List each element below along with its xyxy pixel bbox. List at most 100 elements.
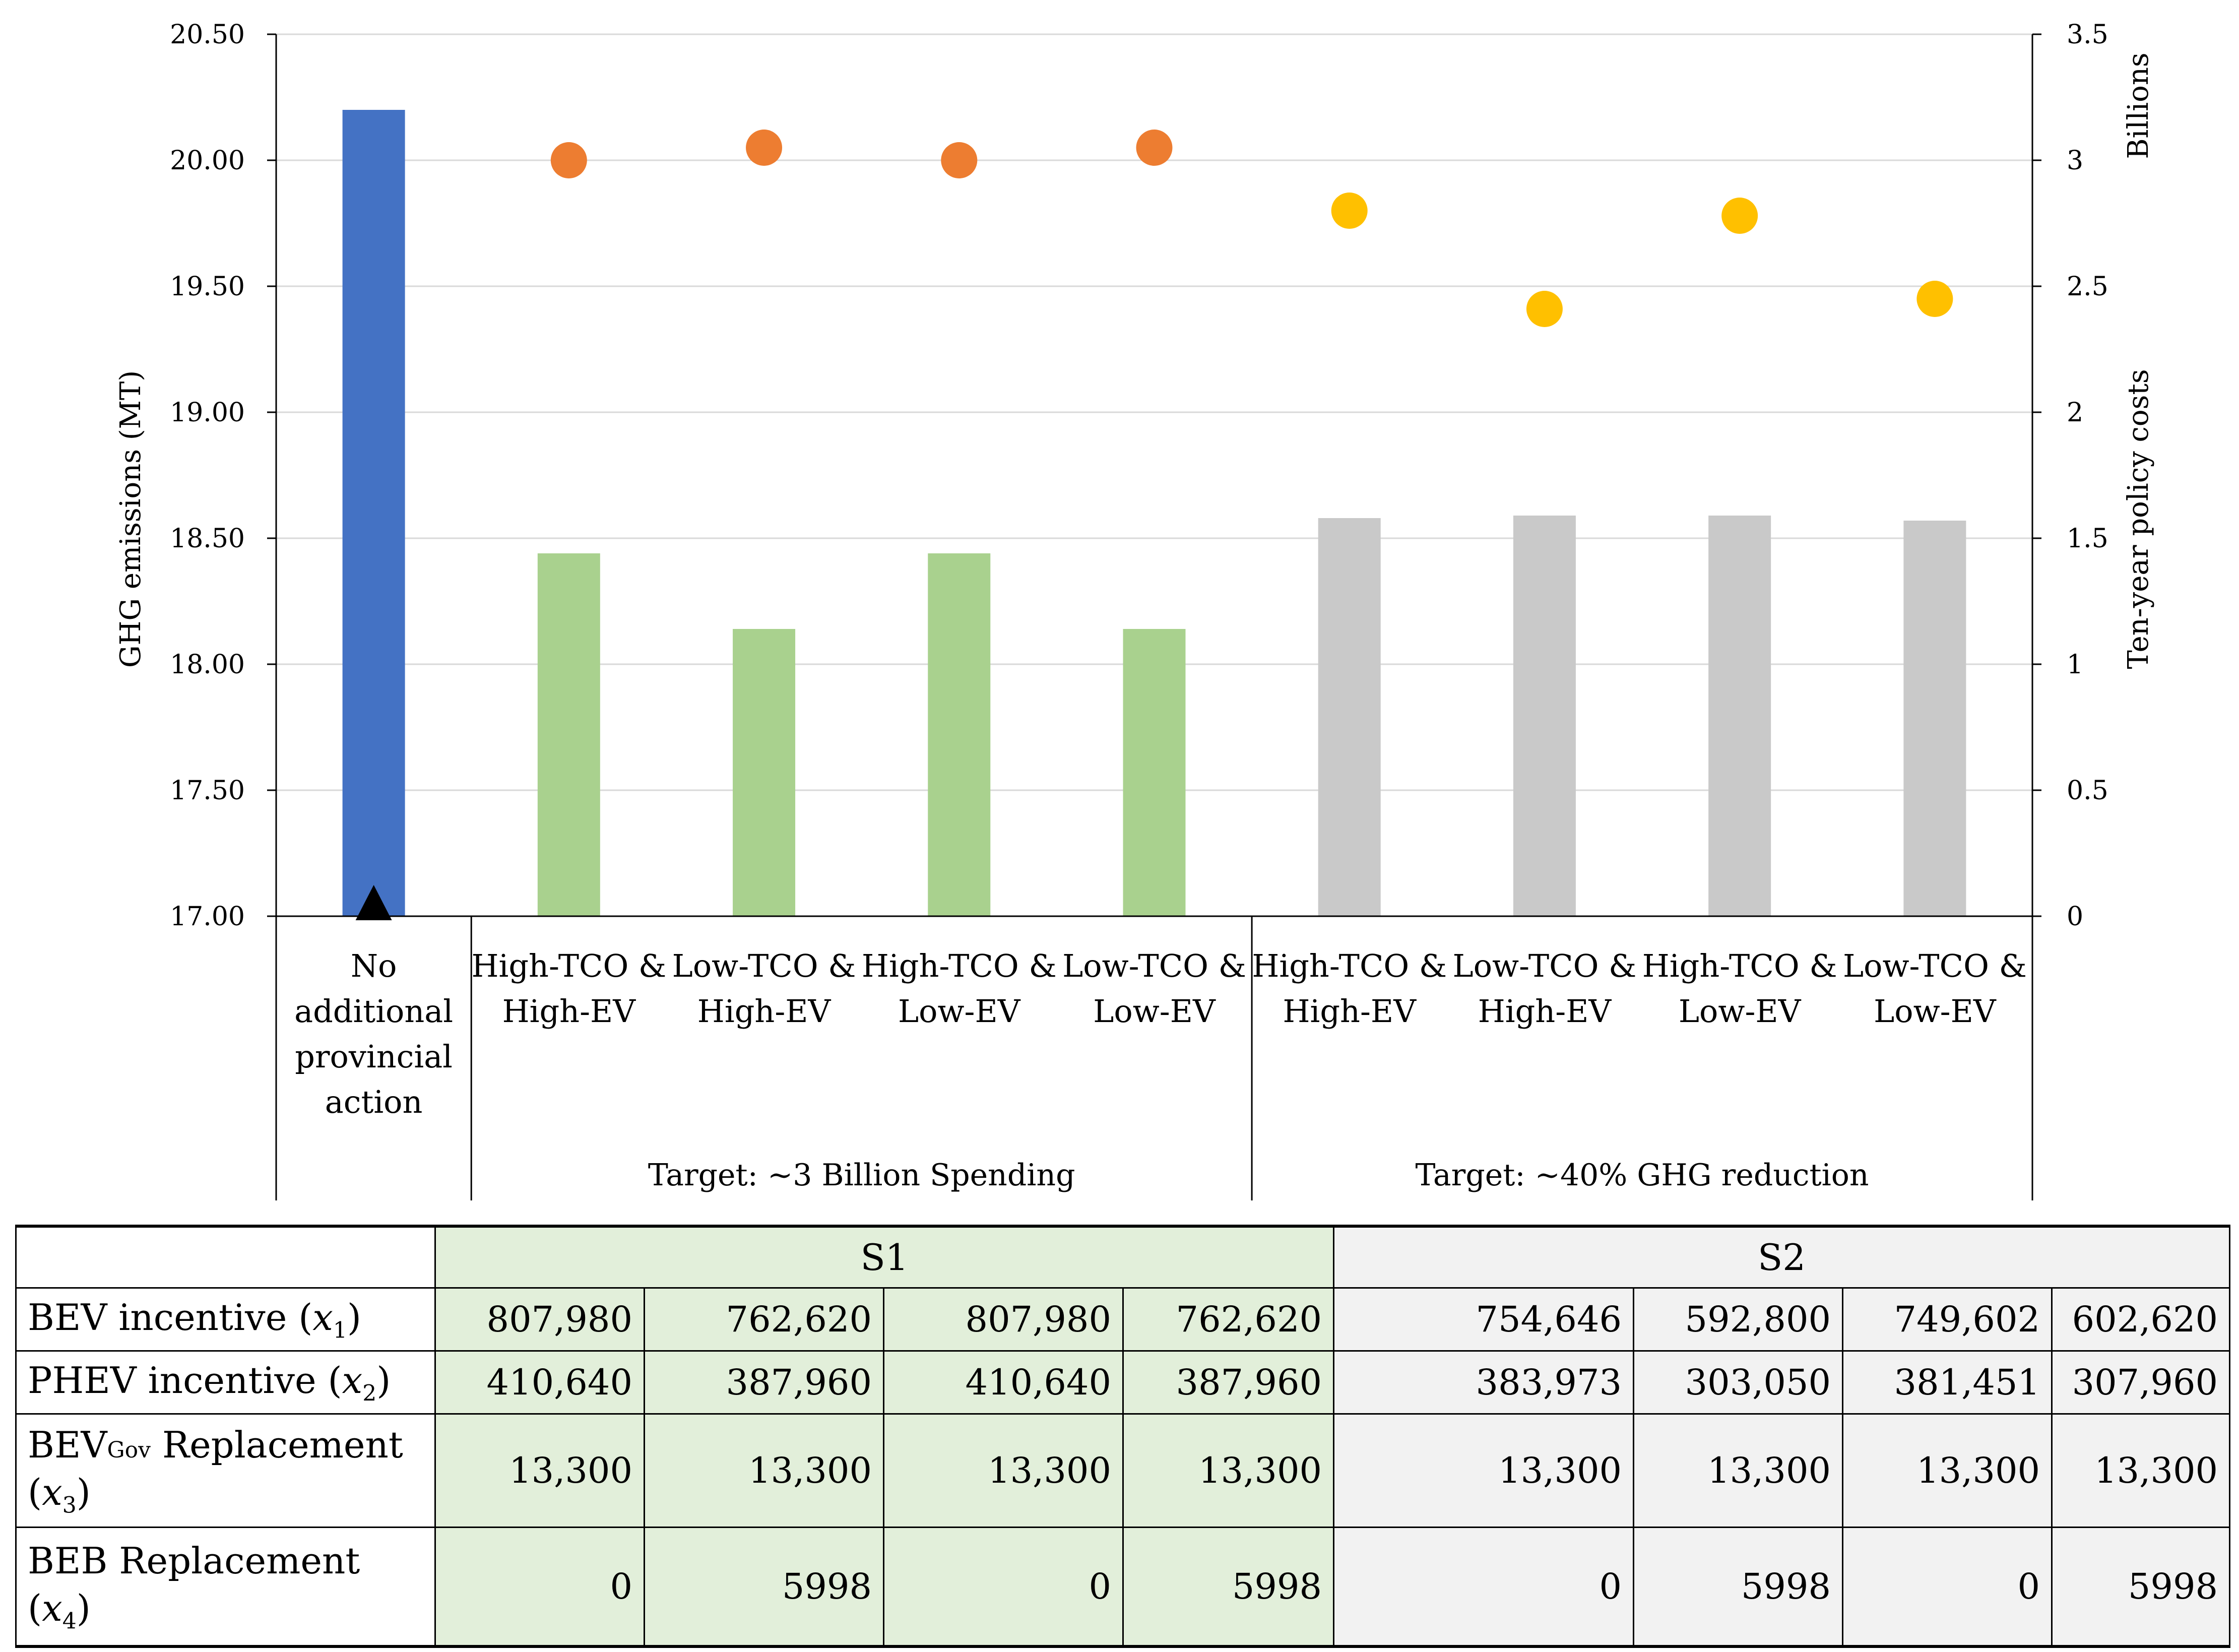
point	[550, 142, 587, 178]
table-cell: 807,980	[434, 1287, 645, 1352]
point	[746, 130, 783, 166]
table-cell: 387,960	[1122, 1350, 1335, 1415]
bar	[537, 553, 600, 916]
table-cell: 381,451	[1842, 1350, 2053, 1415]
table-cell: 13,300	[434, 1413, 645, 1528]
axes	[267, 33, 2041, 1200]
right-axis-unit: Billions	[2122, 52, 2155, 159]
table-cell: 762,620	[1122, 1287, 1335, 1352]
table-cell: 0	[1842, 1527, 2053, 1648]
table-cell: 0	[883, 1527, 1124, 1648]
category-label-line: Low-EV	[1874, 993, 1997, 1030]
right-tick-label: 1.5	[2067, 524, 2108, 554]
point	[1721, 198, 1758, 234]
table-cell: 5998	[1633, 1527, 1844, 1648]
left-tick-label: 17.00	[170, 902, 245, 932]
bar	[928, 553, 991, 916]
table-cell: 13,300	[1333, 1413, 1635, 1528]
category-label-line: provincial	[295, 1038, 453, 1075]
left-axis-ticks: 17.00 17.50 18.00 18.50 19.00 19.50 20.00 20.50	[170, 20, 245, 932]
table-cell: 410,640	[883, 1350, 1124, 1415]
table-cell: 592,800	[1633, 1287, 1844, 1352]
category-label-line: High-EV	[1283, 993, 1417, 1030]
category-label: Low-TCO & Low-EV	[1062, 947, 1246, 1030]
points-policy-costs	[355, 130, 1953, 920]
left-tick-label: 20.50	[170, 20, 245, 50]
point	[941, 142, 978, 178]
group-label: Target: ~3 Billion Spending	[648, 1158, 1075, 1193]
category-label-line: Low-TCO &	[1453, 947, 1637, 984]
bars-ghg-emissions	[342, 110, 1966, 916]
table-cell: 303,050	[1633, 1350, 1844, 1415]
row-label-phev-incentive: PHEV incentive (x2)	[15, 1350, 436, 1415]
left-tick-label: 19.00	[170, 398, 245, 428]
table-cell: 410,640	[434, 1350, 645, 1415]
table-cell: 13,300	[883, 1413, 1124, 1528]
row-label-beb-replacement: BEB Replacement (x4)	[15, 1527, 436, 1648]
group-header-s1: S1	[434, 1225, 1335, 1289]
category-label: High-TCO & Low-EV	[1642, 947, 1837, 1030]
point	[1916, 281, 1953, 317]
ghg-cost-chart: 17.0017.5018.0018.5019.0019.5020.0020.50…	[114, 20, 2155, 1200]
bar	[733, 629, 796, 916]
category-label-line: High-EV	[697, 993, 831, 1030]
table-cell: 0	[1333, 1527, 1635, 1648]
table-cell: 13,300	[644, 1413, 884, 1528]
table-cell: 307,960	[2051, 1350, 2231, 1415]
point	[1331, 193, 1368, 229]
category-label-line: High-TCO &	[1252, 947, 1447, 984]
table-cell: 0	[434, 1527, 645, 1648]
right-tick-label: 0	[2067, 902, 2083, 932]
left-tick-label: 19.50	[170, 272, 245, 302]
category-label-line: Low-TCO &	[1062, 947, 1246, 984]
category-label-line: Low-TCO &	[1843, 947, 2027, 984]
group-label: Target: ~40% GHG reduction	[1416, 1158, 1869, 1193]
left-tick-label: 20.00	[170, 146, 245, 176]
right-tick-label: 3	[2067, 146, 2083, 176]
table-cell: 5998	[1122, 1527, 1335, 1648]
category-label-line: High-TCO &	[862, 947, 1057, 984]
table-cell: 5998	[2051, 1527, 2231, 1648]
category-label-line: High-EV	[502, 993, 636, 1030]
category-label-line: High-TCO &	[471, 947, 666, 984]
table-cell: 13,300	[2051, 1413, 2231, 1528]
left-tick-label: 18.00	[170, 650, 245, 680]
left-axis-title: GHG emissions (MT)	[114, 370, 147, 668]
row-label-bev-incentive: BEV incentive (x1)	[15, 1287, 436, 1352]
right-tick-label: 3.5	[2067, 20, 2108, 50]
right-tick-label: 2.5	[2067, 272, 2108, 302]
point	[355, 885, 392, 920]
category-label-line: additional	[294, 993, 453, 1030]
category-label: High-TCO & Low-EV	[862, 947, 1057, 1030]
left-tick-label: 18.50	[170, 524, 245, 554]
table-cell: 754,646	[1333, 1287, 1635, 1352]
bar	[1123, 629, 1186, 916]
right-axis-title: Ten-year policy costs	[2122, 369, 2155, 669]
group-header-s2: S2	[1333, 1225, 2231, 1289]
category-label: No additional provincial action	[294, 947, 453, 1120]
table-cell: 383,973	[1333, 1350, 1635, 1415]
category-label: High-TCO & High-EV	[471, 947, 666, 1030]
category-label: Low-TCO & High-EV	[672, 947, 856, 1030]
table-corner	[15, 1225, 436, 1289]
bar	[342, 110, 405, 916]
bar	[1903, 521, 1966, 916]
row-label-bevgov-replacement: BEVGov Replacement (x3)	[15, 1413, 436, 1528]
right-tick-label: 1	[2067, 650, 2083, 680]
category-label-line: Low-EV	[898, 993, 1021, 1030]
right-tick-label: 2	[2067, 398, 2083, 428]
point	[1526, 291, 1563, 327]
category-label-line: Low-TCO &	[672, 947, 856, 984]
category-label-line: No	[351, 947, 397, 984]
bar	[1513, 516, 1576, 916]
point	[1136, 130, 1173, 166]
category-label-line: High-EV	[1478, 993, 1612, 1030]
table-cell: 602,620	[2051, 1287, 2231, 1352]
bar	[1708, 516, 1771, 916]
table-cell: 13,300	[1633, 1413, 1844, 1528]
category-label-line: Low-EV	[1679, 993, 1802, 1030]
category-label: Low-TCO & High-EV	[1453, 947, 1637, 1030]
table-cell: 762,620	[644, 1287, 884, 1352]
table-cell: 5998	[644, 1527, 884, 1648]
